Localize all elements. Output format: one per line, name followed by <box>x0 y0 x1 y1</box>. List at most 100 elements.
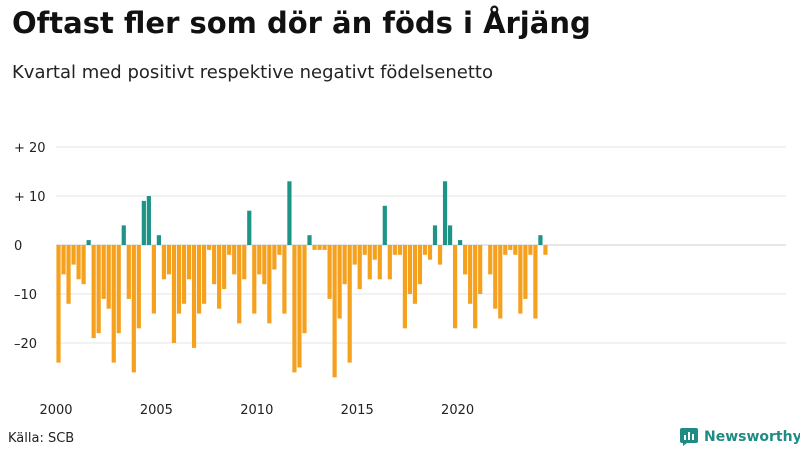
x-tick-label: 2005 <box>140 403 173 418</box>
bar <box>86 240 91 245</box>
bar <box>196 245 202 314</box>
bar <box>523 245 528 299</box>
bar <box>181 245 187 304</box>
y-tick-label: + 10 <box>14 190 46 205</box>
bar <box>61 245 66 275</box>
bar <box>166 245 172 275</box>
bar <box>207 245 212 250</box>
bar <box>362 245 367 255</box>
bar <box>357 245 362 290</box>
bar <box>452 245 458 329</box>
bar <box>508 245 513 250</box>
bar <box>437 245 443 265</box>
chart-subtitle: Kvartal med positivt respektive negativt… <box>12 62 493 83</box>
bar <box>272 245 277 270</box>
newsworthy-logo-icon <box>680 428 698 446</box>
bar <box>96 245 101 334</box>
bar <box>201 245 207 304</box>
bar <box>352 245 357 265</box>
bar <box>513 245 518 255</box>
bar <box>146 196 151 245</box>
bar <box>442 181 448 245</box>
bar <box>186 245 192 280</box>
bar <box>342 245 347 285</box>
bar <box>161 245 167 280</box>
bar <box>432 225 438 245</box>
bar <box>417 245 423 285</box>
bar <box>382 205 387 245</box>
bar <box>91 245 96 339</box>
y-tick-label: 0 <box>14 239 22 254</box>
labels-layer: + 20 + 10 0 –10 –20 2000 2005 2010 2015 2020 <box>14 141 474 418</box>
bar <box>307 235 312 245</box>
bar <box>407 245 413 294</box>
bar <box>302 245 307 334</box>
bar <box>71 245 76 265</box>
bar <box>101 245 106 299</box>
bar <box>292 245 297 373</box>
bar <box>171 245 177 343</box>
bar <box>412 245 418 304</box>
bar <box>367 245 372 280</box>
bars-layer <box>56 181 548 378</box>
bar <box>327 245 332 299</box>
bar <box>222 245 227 290</box>
bar <box>458 240 463 245</box>
bar <box>212 245 217 285</box>
bar <box>227 245 232 255</box>
bar <box>337 245 342 319</box>
bar <box>493 245 498 309</box>
bar <box>473 245 478 329</box>
bar <box>377 245 382 280</box>
bar <box>332 245 337 378</box>
bar <box>397 245 402 255</box>
x-tick-label: 2010 <box>240 403 273 418</box>
bar <box>427 245 433 260</box>
bar <box>297 245 302 368</box>
bar <box>468 245 473 304</box>
y-tick-label: –10 <box>14 288 37 303</box>
bar <box>116 245 121 334</box>
brand-name: Newsworthy <box>704 429 800 445</box>
bar <box>81 245 86 285</box>
bar <box>217 245 222 309</box>
bar <box>518 245 523 314</box>
bar <box>76 245 81 280</box>
bar <box>252 245 257 314</box>
bar <box>422 245 428 255</box>
bar <box>156 235 162 245</box>
bar <box>176 245 182 314</box>
bar <box>262 245 267 285</box>
bar <box>287 181 292 245</box>
source-note: Källa: SCB <box>8 431 75 446</box>
bar <box>232 245 237 275</box>
bar <box>126 245 131 299</box>
bar <box>447 225 453 245</box>
bar <box>242 245 247 280</box>
bar <box>347 245 352 363</box>
bar <box>277 245 282 255</box>
bar <box>528 245 533 255</box>
bar <box>111 245 116 363</box>
bar <box>322 245 327 250</box>
bar <box>141 200 146 245</box>
bar <box>237 245 242 324</box>
bar <box>312 245 317 250</box>
bar <box>463 245 468 275</box>
bar <box>247 210 252 245</box>
bar <box>282 245 287 314</box>
bar <box>538 235 543 245</box>
y-tick-label: + 20 <box>14 141 46 156</box>
x-tick-label: 2020 <box>441 403 474 418</box>
bar <box>136 245 141 329</box>
bar <box>372 245 377 260</box>
bar <box>317 245 322 250</box>
bar <box>392 245 397 255</box>
bar <box>387 245 392 280</box>
chart-title: Oftast fler som dör än föds i Årjäng <box>12 6 591 40</box>
bar <box>488 245 493 275</box>
bar <box>121 225 126 245</box>
brand-logo: Newsworthy <box>680 428 800 446</box>
x-tick-label: 2015 <box>341 403 374 418</box>
